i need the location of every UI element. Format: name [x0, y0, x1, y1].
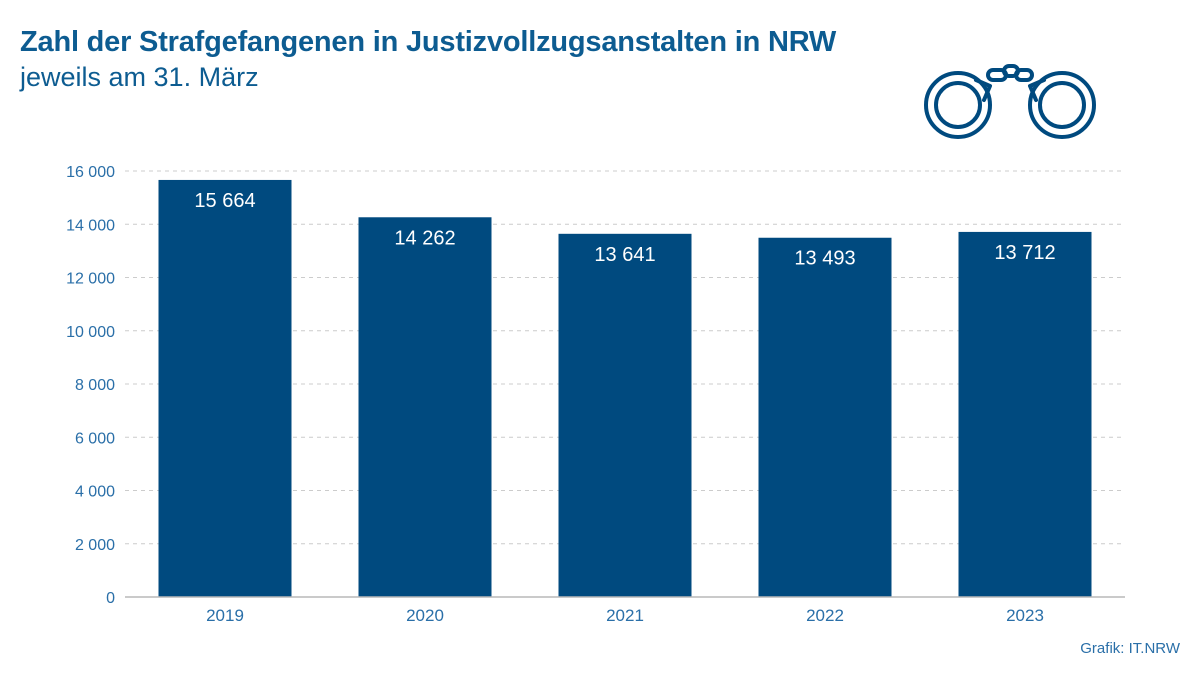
source-credit: Grafik: IT.NRW	[1080, 640, 1180, 657]
bar-value-label: 13 641	[594, 244, 655, 266]
x-tick-label: 2021	[606, 606, 644, 625]
x-tick-label: 2022	[806, 606, 844, 625]
bar-2021	[558, 233, 692, 597]
y-tick-label: 10 000	[66, 324, 115, 341]
bar-value-label: 15 664	[194, 190, 255, 212]
handcuffs-icon	[924, 64, 1096, 139]
bar-value-label: 13 493	[794, 248, 855, 270]
y-tick-label: 14 000	[66, 217, 115, 234]
bar-2020	[358, 217, 492, 598]
y-tick-label: 6 000	[75, 430, 115, 447]
y-tick-label: 2 000	[75, 537, 115, 554]
y-tick-label: 8 000	[75, 377, 115, 394]
bar-value-label: 13 712	[994, 242, 1055, 264]
y-tick-label: 0	[106, 590, 115, 607]
chart-subtitle: jeweils am 31. März	[20, 62, 259, 92]
y-tick-label: 12 000	[66, 271, 115, 288]
y-tick-label: 4 000	[75, 484, 115, 501]
x-tick-label: 2020	[406, 606, 444, 625]
chart-title: Zahl der Strafgefangenen in Justizvollzu…	[20, 26, 837, 58]
bar-value-label: 14 262	[394, 227, 455, 249]
y-tick-label: 16 000	[66, 164, 115, 181]
x-tick-label: 2023	[1006, 606, 1044, 625]
labels: 0 2 000 4 000 6 000 8 000 10 000 12 000 14 000 1…	[66, 164, 1056, 625]
bar-2023	[958, 231, 1092, 597]
bar-2019	[158, 179, 292, 598]
bar-2022	[758, 237, 892, 597]
bars	[158, 179, 1092, 598]
x-tick-label: 2019	[206, 606, 244, 625]
